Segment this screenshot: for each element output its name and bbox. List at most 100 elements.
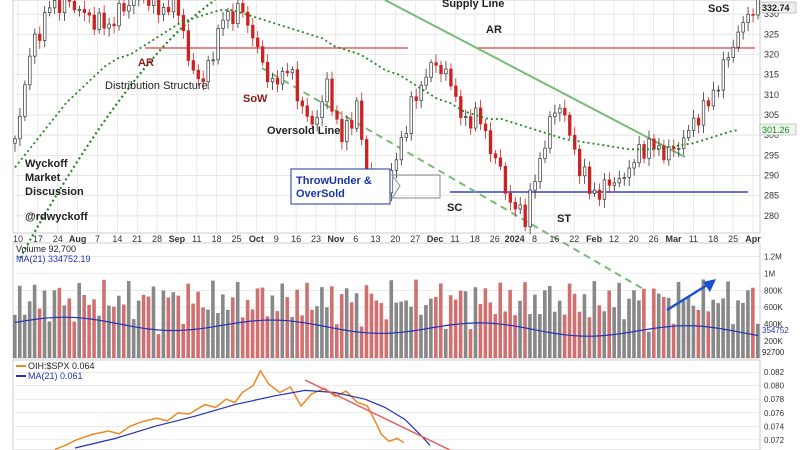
candle-body (211, 59, 215, 62)
candle-body (409, 96, 413, 134)
volume-bar (493, 314, 498, 358)
volume-bar (686, 296, 691, 358)
candle-body (568, 114, 572, 136)
volume-bar (676, 281, 681, 358)
volume-ma-label: MA(21) 334752.19 (16, 254, 91, 264)
date-tick-label: 20 (390, 234, 400, 244)
candle-body (360, 100, 364, 140)
volume-tick-label: 400K (764, 320, 783, 329)
date-tick-label: 8 (532, 234, 537, 244)
candle-body (404, 133, 408, 138)
candle-body (617, 178, 621, 184)
volume-bar (275, 311, 280, 358)
volume-bar (181, 323, 186, 358)
throwunder-pointer (391, 174, 441, 199)
volume-bar (359, 326, 364, 358)
volume-bar (131, 319, 136, 358)
price-tick-label: 295 (764, 150, 779, 160)
volume-moving-average-line (14, 316, 759, 337)
volume-bar (136, 300, 141, 358)
volume-bar (488, 302, 493, 358)
candle-body (340, 118, 344, 143)
candle-body (62, 0, 67, 13)
volume-bar (62, 305, 67, 358)
candle-body (132, 0, 136, 6)
annotation-sos: SoS (708, 3, 729, 15)
candle-body (171, 0, 176, 13)
price-tick-label: 325 (764, 29, 779, 39)
volume-bar (448, 295, 453, 358)
date-tick-label: 13 (371, 234, 381, 244)
supply-line (384, 0, 686, 158)
annotation-discussion: Discussion (25, 186, 84, 198)
volume-bar (671, 323, 676, 358)
volume-bar (404, 300, 408, 358)
volume-bar (547, 285, 552, 358)
volume-bar (295, 289, 299, 358)
candle-body (399, 137, 404, 161)
volume-bar (67, 298, 72, 358)
volume-bar (557, 300, 562, 358)
candle-body (429, 62, 433, 78)
candle-body (454, 85, 458, 97)
volume-bar (216, 313, 220, 358)
volume-bar (27, 301, 32, 358)
volume-bar (528, 314, 532, 358)
throwunder-box (290, 168, 391, 205)
volume-y-axis: 1.2M 1M 800K 600K 400K 200K (764, 252, 783, 346)
candle-body (196, 69, 200, 80)
ratio-panel-frame (12, 359, 761, 450)
volume-bar (255, 288, 260, 358)
candle-body (582, 166, 587, 177)
price-tick-label: 285 (764, 191, 779, 201)
volume-bar (577, 311, 582, 358)
candle-body (706, 100, 711, 107)
candle-body (122, 3, 126, 12)
oversold-line (261, 67, 646, 291)
candle-body (394, 159, 399, 171)
candle-body (751, 13, 755, 16)
candle-body (553, 112, 557, 117)
ratio-ma-label: MA(21) 0.061 (28, 371, 83, 381)
volume-bar (37, 308, 42, 358)
date-tick-label: 12 (609, 234, 619, 244)
last-price-tag (759, 1, 797, 14)
volume-bars (13, 279, 760, 358)
annotation-throwunder: ThrowUnder & (296, 175, 372, 187)
candle-body (543, 147, 547, 160)
volume-bar (97, 315, 101, 358)
volume-arrow-shaft (666, 280, 713, 312)
candle-body (508, 192, 512, 203)
ratio-tick-label: 0.074 (764, 422, 785, 431)
annotation-st: ST (557, 213, 571, 225)
date-tick-label: 16 (291, 234, 301, 244)
volume-bar (201, 307, 205, 358)
date-tick-label: 23 (311, 234, 321, 244)
volume-bar (726, 281, 730, 358)
volume-bar (384, 319, 389, 358)
ratio-title: OIH:$SPX 0.064 (28, 361, 95, 371)
volume-bar (478, 303, 483, 358)
date-tick-label: 18 (212, 234, 222, 244)
candle-body (444, 68, 448, 74)
volume-bar (330, 286, 334, 358)
volume-bar (597, 305, 602, 358)
last-price-label: 332.74 (762, 3, 790, 13)
candle-body (667, 146, 671, 161)
date-tick-label: 27 (410, 234, 420, 244)
candle-body (13, 138, 17, 144)
volume-bar (572, 293, 577, 358)
volume-bar (414, 279, 418, 358)
volume-bar (107, 305, 111, 358)
candle-body (201, 78, 205, 83)
volume-bar (146, 296, 151, 358)
candle-body (488, 130, 493, 155)
volume-bar (746, 290, 750, 358)
price-tick-label: 305 (764, 110, 779, 120)
volume-bar (320, 287, 324, 358)
candle-body (726, 57, 730, 61)
candle-body (682, 137, 686, 149)
date-tick-label: 7 (95, 234, 100, 244)
candle-body (166, 6, 171, 13)
